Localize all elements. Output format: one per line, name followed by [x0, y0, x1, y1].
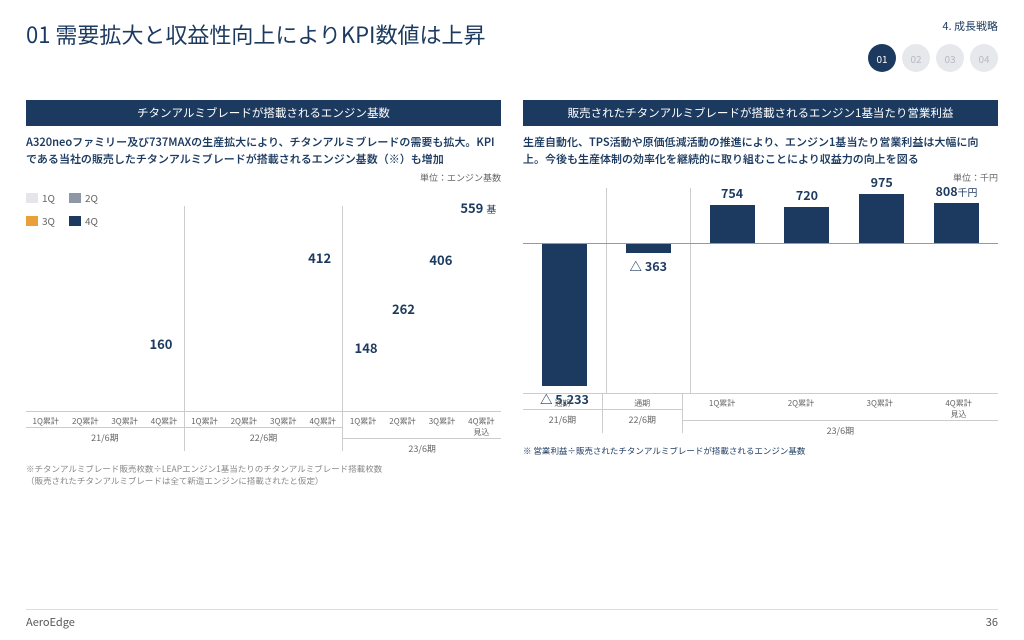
left-footnote-2: （販売されたチタンアルミブレードは全て新造エンジンに搭載されたと仮定）: [26, 475, 501, 487]
right-desc: 生産自動化、TPS活動や原価低減活動の推進により、エンジン1基当たり営業利益は大…: [523, 134, 998, 167]
x-year: 23/6期: [343, 438, 501, 455]
x-tick: 3Q累計: [105, 411, 144, 427]
x-tick: 2Q累計: [65, 411, 104, 427]
x-year: 22/6期: [185, 427, 343, 444]
pager-01[interactable]: 01: [868, 44, 896, 72]
bar-column: 148: [347, 206, 384, 411]
r-year-group: △ 363: [606, 188, 690, 393]
bar-column: [264, 206, 301, 411]
year-group: 412: [184, 206, 343, 411]
r-bar-column: 808千円: [919, 188, 994, 393]
x-tick: 2Q累計: [383, 411, 422, 438]
footer: AeroEdge 36: [26, 609, 998, 630]
x-tick: 3Q累計: [840, 393, 919, 420]
bar-total-label: 148: [355, 338, 378, 357]
x-year: 23/6期: [683, 420, 998, 437]
page-number: 36: [986, 614, 998, 630]
pager-03[interactable]: 03: [936, 44, 964, 72]
year-group: 148 262 406 559 基: [342, 206, 501, 411]
x-tick: 2Q累計: [761, 393, 840, 420]
left-chart: 160412148262406559 基 1Q累計2Q累計3Q累計4Q累計21/…: [26, 206, 501, 451]
x-tick: 4Q累計見込: [919, 393, 998, 420]
bar-column: 559 基: [460, 206, 497, 411]
r-bar: [542, 243, 587, 385]
left-desc: A320neoファミリー及び737MAXの生産拡大により、チタンアルミブレードの…: [26, 134, 501, 167]
bar-column: [226, 206, 263, 411]
right-column: 販売されたチタンアルミブレードが搭載されるエンジン1基当たり営業利益 生産自動化…: [523, 100, 998, 487]
pager-group: 01020304: [868, 44, 998, 72]
r-bar: [626, 243, 671, 253]
header-right: 4. 成長戦略 01020304: [868, 18, 998, 72]
bar-total-label: 406: [429, 250, 452, 269]
right-footnote: ※ 営業利益÷販売されたチタンアルミブレードが搭載されるエンジン基数: [523, 445, 998, 457]
bar-column: [189, 206, 226, 411]
bar-column: [67, 206, 104, 411]
bar-column: 262: [385, 206, 422, 411]
x-tick: 1Q累計: [343, 411, 382, 438]
r-value-label: △ 363: [630, 256, 667, 275]
x-tick: 4Q累計見込: [462, 411, 501, 438]
left-heading: チタンアルミブレードが搭載されるエンジン基数: [26, 100, 501, 126]
right-chart: △ 5,233 △ 363 754 720 975808千円 通期21/6期通期22/6…: [523, 188, 998, 433]
pager-04[interactable]: 04: [970, 44, 998, 72]
left-unit: 単位：エンジン基数: [26, 171, 501, 184]
right-heading: 販売されたチタンアルミブレードが搭載されるエンジン1基当たり営業利益: [523, 100, 998, 126]
bar-column: 412: [301, 206, 338, 411]
r-bar: [859, 194, 904, 243]
r-year-group: △ 5,233: [523, 188, 606, 393]
bar-total-label: 412: [308, 248, 331, 267]
pager-02[interactable]: 02: [902, 44, 930, 72]
x-tick: 4Q累計: [303, 411, 342, 427]
r-bar: [934, 203, 979, 244]
bar-column: 160: [142, 206, 179, 411]
r-bar-column: 975: [844, 188, 919, 393]
columns: チタンアルミブレードが搭載されるエンジン基数 A320neoファミリー及び737…: [26, 100, 998, 487]
x-tick: 3Q累計: [264, 411, 303, 427]
bar-column: [105, 206, 142, 411]
bar-total-label: 559 基: [460, 198, 496, 217]
r-value-label: 975: [871, 172, 893, 191]
bar-column: [30, 206, 67, 411]
company: AeroEdge: [26, 614, 75, 630]
x-tick: 3Q累計: [422, 411, 461, 438]
x-year: 21/6期: [523, 409, 602, 426]
r-bar: [784, 207, 829, 243]
bar-total-label: 160: [149, 334, 172, 353]
r-bar: [710, 205, 755, 243]
x-tick: 通期: [603, 393, 682, 409]
r-value-label: 720: [796, 185, 818, 204]
left-footnote-1: ※チタンアルミブレード販売枚数÷LEAPエンジン1基当たりのチタンアルミブレード…: [26, 463, 501, 475]
left-column: チタンアルミブレードが搭載されるエンジン基数 A320neoファミリー及び737…: [26, 100, 501, 487]
breadcrumb: 4. 成長戦略: [868, 18, 998, 34]
r-bar-column: 754: [695, 188, 770, 393]
x-tick: 2Q累計: [224, 411, 263, 427]
page-title: 01 需要拡大と収益性向上によりKPI数値は上昇: [26, 18, 486, 50]
r-bar-column: 720: [769, 188, 844, 393]
bar-column: 406: [422, 206, 459, 411]
r-bar-column: △ 363: [611, 188, 686, 393]
r-bar-column: △ 5,233: [527, 188, 602, 393]
x-tick: 1Q累計: [683, 393, 762, 420]
year-group: 160: [26, 206, 184, 411]
x-year: 21/6期: [26, 427, 184, 444]
bar-total-label: 262: [392, 299, 415, 318]
x-tick: 通期: [523, 393, 602, 409]
header: 01 需要拡大と収益性向上によりKPI数値は上昇 4. 成長戦略 0102030…: [26, 18, 998, 72]
legend-item: 1Q: [26, 190, 55, 205]
r-value-label: 808千円: [935, 181, 977, 200]
x-tick: 4Q累計: [144, 411, 183, 427]
x-tick: 1Q累計: [26, 411, 65, 427]
legend-item: 2Q: [69, 190, 98, 205]
right-unit: 単位：千円: [523, 171, 998, 184]
r-value-label: 754: [721, 183, 743, 202]
x-tick: 1Q累計: [185, 411, 224, 427]
r-year-group: 754 720 975808千円: [690, 188, 998, 393]
x-year: 22/6期: [603, 409, 682, 426]
